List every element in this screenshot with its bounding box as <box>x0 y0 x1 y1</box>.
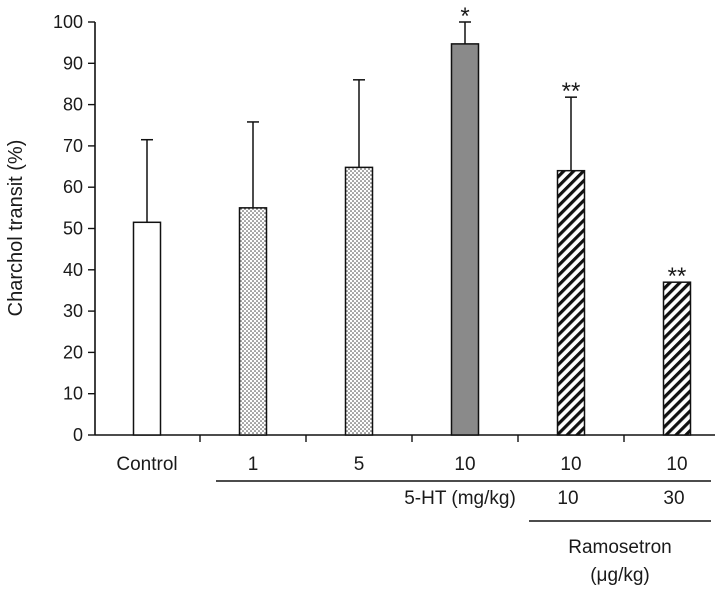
y-tick-label: 30 <box>63 301 83 321</box>
y-tick-label: 70 <box>63 136 83 156</box>
y-tick-label: 80 <box>63 95 83 115</box>
x-category-label: 1 <box>248 454 259 475</box>
group-unit-ramosetron: (μg/kg) <box>590 565 650 586</box>
x-category-label: Control <box>116 454 177 475</box>
bar <box>238 207 268 436</box>
axes: 0 10 20 30 40 50 60 70 80 90 100 <box>53 12 715 445</box>
x-category-label: 10 <box>454 454 475 475</box>
y-tick-label: 20 <box>63 342 83 362</box>
y-tick-label: 40 <box>63 260 83 280</box>
y-axis-label: Charchol transit (%) <box>5 140 27 317</box>
y-tick-label: 0 <box>73 425 83 445</box>
bar <box>662 281 692 436</box>
y-tick-label: 50 <box>63 219 83 239</box>
bar <box>556 169 586 436</box>
y-tick-label: 10 <box>63 384 83 404</box>
significance-marker: * <box>460 3 469 30</box>
group-label-ramosetron: Ramosetron <box>568 537 672 558</box>
bar <box>344 166 374 436</box>
bar <box>132 221 162 436</box>
y-tick-label: 90 <box>63 53 83 73</box>
x-category-label: 10 <box>666 454 687 475</box>
significance-marker: ** <box>668 263 687 290</box>
y-tick-label: 60 <box>63 177 83 197</box>
ramosetron-dose-label: 30 <box>663 488 684 509</box>
ramosetron-dose-label: 10 <box>557 488 578 509</box>
x-category-label: 5 <box>354 454 365 475</box>
bars: Control 1 5 * 10 ** 10 ** 10 <box>116 3 692 475</box>
y-tick-label: 100 <box>53 12 83 32</box>
group-label-5ht: 5-HT (mg/kg) <box>404 488 516 509</box>
bar <box>450 43 480 436</box>
significance-marker: ** <box>562 78 581 105</box>
x-category-label: 10 <box>560 454 581 475</box>
